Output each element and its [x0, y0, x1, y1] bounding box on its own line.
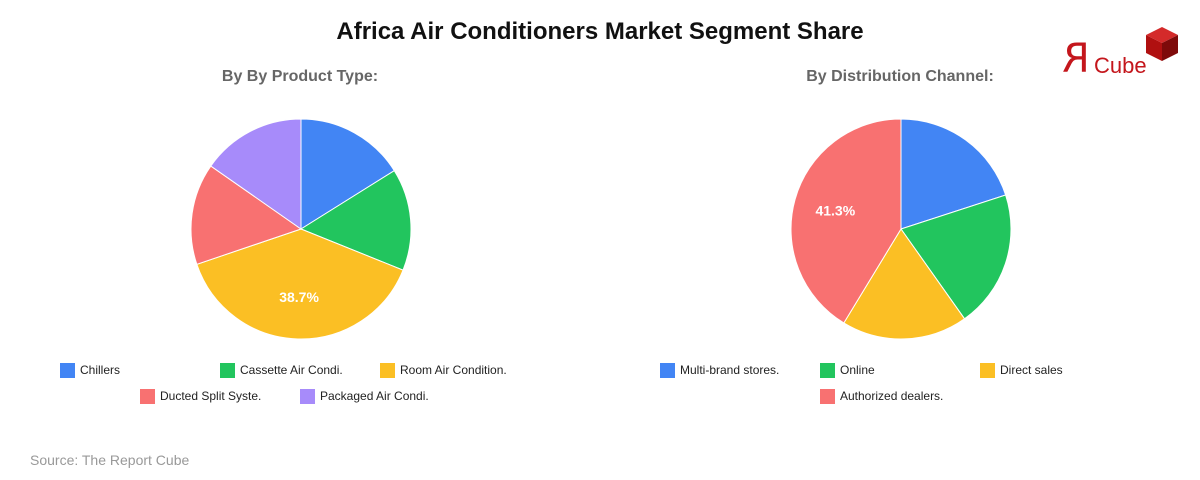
- cube-icon: [1146, 27, 1178, 61]
- distribution-channel-pie-chart: 41.3%: [790, 118, 1012, 340]
- source-note: Source: The Report Cube: [30, 452, 190, 468]
- pie-slice[interactable]: [790, 118, 902, 324]
- legend-item-packaged[interactable]: Packaged Air Condi.: [300, 388, 429, 404]
- legend-item-cassette[interactable]: Cassette Air Condi.: [220, 362, 343, 378]
- legend-swatch-icon: [820, 362, 835, 378]
- pie-slice[interactable]: [299, 169, 412, 271]
- pie-slice[interactable]: [196, 228, 404, 340]
- legend-swatch-icon: [380, 362, 395, 378]
- pie-slice[interactable]: [190, 165, 303, 265]
- legend-item-chillers[interactable]: Chillers: [60, 362, 120, 378]
- legend-swatch-icon: [220, 362, 235, 378]
- right-chart-subtitle: By Distribution Channel:: [806, 68, 994, 85]
- pie-slice[interactable]: [843, 228, 966, 340]
- chart-title: Africa Air Conditioners Market Segment S…: [336, 18, 864, 45]
- report-cube-logo: R Cube: [1060, 25, 1185, 85]
- legend-item-authorized-dealers[interactable]: Authorized dealers.: [820, 388, 943, 404]
- legend-swatch-icon: [660, 362, 675, 378]
- legend-item-multibrand[interactable]: Multi-brand stores.: [660, 362, 779, 378]
- legend-item-room[interactable]: Room Air Condition.: [380, 362, 507, 378]
- legend-swatch-icon: [60, 362, 75, 378]
- logo-text: Cube: [1094, 53, 1147, 78]
- pie-slice[interactable]: [900, 194, 1012, 320]
- legend-item-online[interactable]: Online: [820, 362, 875, 378]
- pie-slice[interactable]: [300, 118, 395, 230]
- legend-item-direct-sales[interactable]: Direct sales: [980, 362, 1063, 378]
- slice-data-label: 38.7%: [279, 289, 319, 305]
- legend-swatch-icon: [980, 362, 995, 378]
- logo-r-glyph: R: [1062, 36, 1090, 82]
- pie-slice[interactable]: [210, 118, 302, 230]
- product-type-pie-chart: 38.7%: [190, 118, 412, 340]
- legend-swatch-icon: [300, 388, 315, 404]
- slice-data-label: 41.3%: [815, 203, 855, 219]
- legend-swatch-icon: [820, 388, 835, 404]
- legend-item-ducted[interactable]: Ducted Split Syste.: [140, 388, 261, 404]
- pie-slice[interactable]: [900, 118, 1007, 230]
- legend-swatch-icon: [140, 388, 155, 404]
- left-chart-subtitle: By By Product Type:: [221, 68, 379, 85]
